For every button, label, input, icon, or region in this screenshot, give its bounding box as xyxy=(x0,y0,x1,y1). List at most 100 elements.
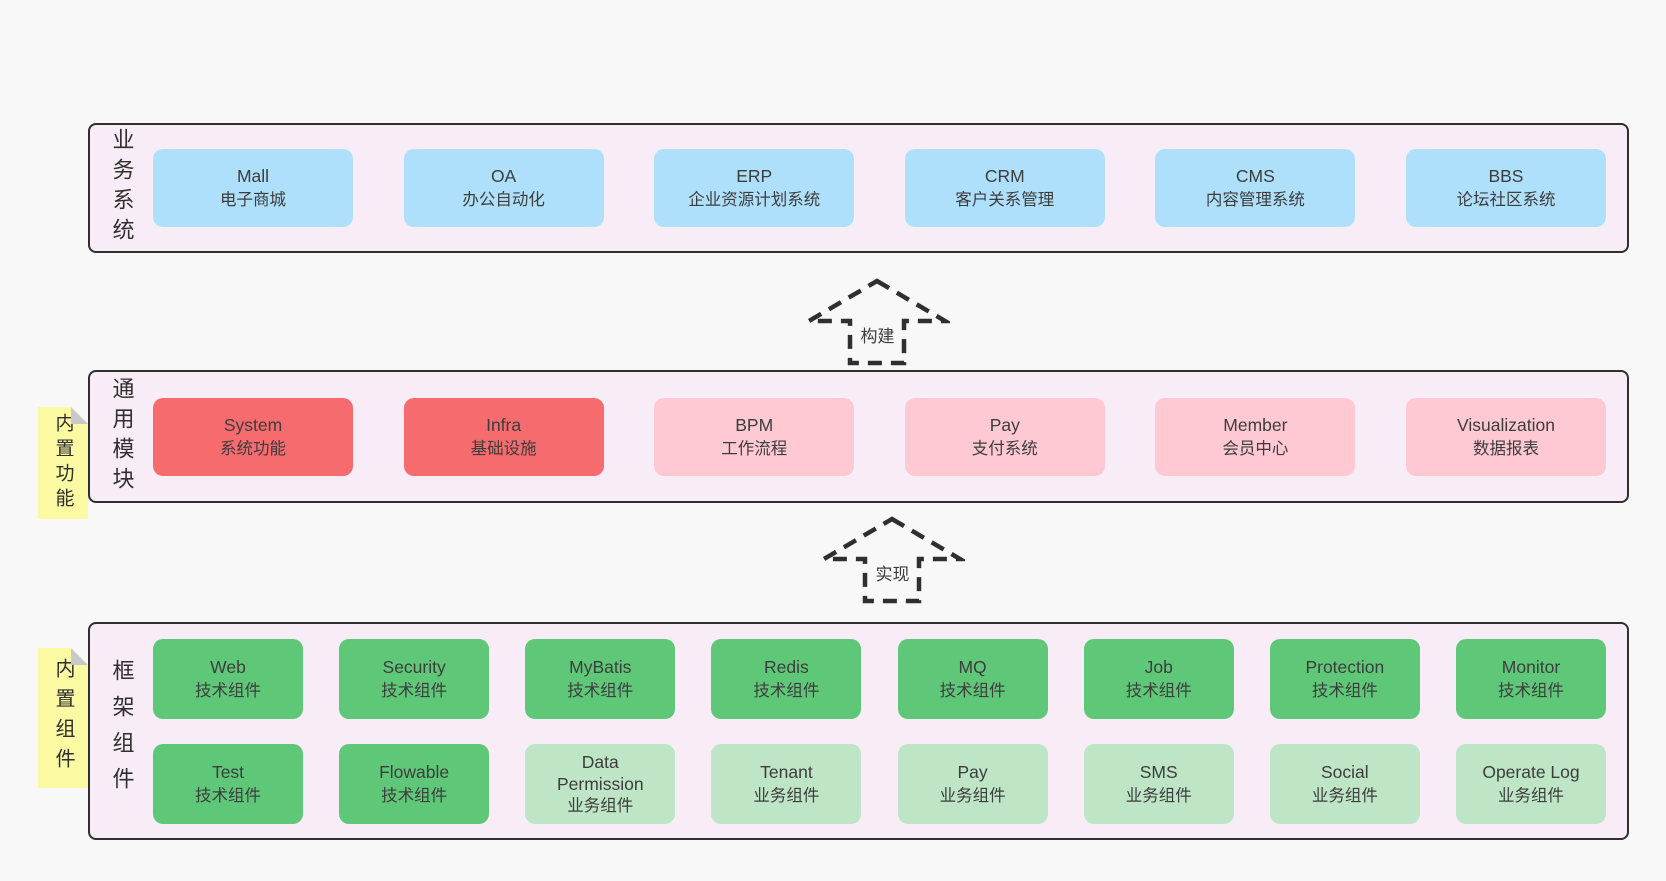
module-box-member: Member 会员中心 xyxy=(1155,397,1356,476)
module-box-pay: Pay 支付系统 xyxy=(904,397,1105,476)
section-title: 业务系统 xyxy=(109,128,135,248)
box-title: OA xyxy=(490,166,517,186)
box-title: Redis xyxy=(764,656,809,677)
box-title: Data Permission xyxy=(557,751,644,794)
section-content: Mall 电子商城 OA 办公自动化 ERP 企业资源计划系统 CRM 客户关系… xyxy=(153,125,1627,251)
box-row: System 系统功能 Infra 基础设施 BPM 工作流程 Pay 支付系统… xyxy=(153,397,1606,476)
box-subtitle: 技术组件 xyxy=(195,786,261,805)
system-box-cms: CMS 内容管理系统 xyxy=(1155,149,1356,227)
box-subtitle: 内容管理系统 xyxy=(1205,191,1305,209)
arrow-label: 构建 xyxy=(856,321,899,348)
component-box-web: Web 技术组件 xyxy=(153,638,303,719)
component-box-data-permission: Data Permission 业务组件 xyxy=(525,743,676,824)
note-tab-label: 内置功能 xyxy=(52,413,74,513)
box-title: MyBatis xyxy=(569,656,632,677)
system-box-crm: CRM 客户关系管理 xyxy=(904,149,1105,227)
section-label-col: 框架组件 xyxy=(90,624,153,838)
module-box-infra: Infra 基础设施 xyxy=(403,397,604,476)
box-subtitle: 业务组件 xyxy=(939,786,1006,805)
component-box-mq: MQ 技术组件 xyxy=(897,638,1048,719)
box-title: Visualization xyxy=(1457,414,1555,435)
box-subtitle: 技术组件 xyxy=(1497,681,1564,700)
arrow-label: 实现 xyxy=(871,559,914,586)
box-title: Tenant xyxy=(760,761,813,782)
component-box-mybatis: MyBatis 技术组件 xyxy=(525,638,676,719)
box-title: Pay xyxy=(957,761,988,782)
component-box-job: Job 技术组件 xyxy=(1083,638,1234,719)
box-title: CRM xyxy=(984,166,1025,186)
box-title: Web xyxy=(210,656,246,677)
box-subtitle: 业务组件 xyxy=(753,786,820,805)
component-box-sms: SMS 业务组件 xyxy=(1083,743,1234,824)
component-box-tenant: Tenant 业务组件 xyxy=(711,743,862,824)
box-title: Social xyxy=(1321,761,1369,782)
box-title: Operate Log xyxy=(1482,761,1580,782)
box-subtitle: 业务组件 xyxy=(1125,786,1192,805)
box-subtitle: 企业资源计划系统 xyxy=(688,191,821,209)
component-box-redis: Redis 技术组件 xyxy=(711,638,862,719)
section-content: System 系统功能 Infra 基础设施 BPM 工作流程 Pay 支付系统… xyxy=(153,372,1627,501)
component-box-operate-log: Operate Log 业务组件 xyxy=(1455,743,1606,824)
box-subtitle: 技术组件 xyxy=(195,681,261,700)
box-title: Pay xyxy=(989,414,1020,435)
box-subtitle: 会员中心 xyxy=(1222,439,1289,458)
box-title: BBS xyxy=(1488,166,1524,186)
module-box-bpm: BPM 工作流程 xyxy=(654,397,855,476)
component-box-protection: Protection 技术组件 xyxy=(1269,638,1420,719)
box-title: CMS xyxy=(1235,166,1275,186)
system-box-bbs: BBS 论坛社区系统 xyxy=(1405,149,1606,227)
box-title: Security xyxy=(382,656,446,677)
box-title: Protection xyxy=(1305,656,1385,677)
section-label-col: 通用模块 xyxy=(90,372,153,501)
box-subtitle: 电子商城 xyxy=(220,191,286,209)
box-title: Mall xyxy=(236,166,270,186)
box-title: BPM xyxy=(735,414,774,435)
box-subtitle: 业务组件 xyxy=(1311,786,1378,805)
section-label-col: 业务系统 xyxy=(90,125,153,251)
component-box-monitor: Monitor 技术组件 xyxy=(1455,638,1606,719)
box-title: Job xyxy=(1144,656,1173,677)
box-subtitle: 数据报表 xyxy=(1472,439,1539,458)
dashed-up-arrow-icon xyxy=(805,278,950,366)
box-subtitle: 业务组件 xyxy=(1497,786,1564,805)
box-subtitle: 业务组件 xyxy=(567,796,634,815)
section-common-modules: 通用模块 System 系统功能 Infra 基础设施 BPM 工作流程 Pay xyxy=(88,370,1629,503)
box-title: Test xyxy=(211,761,245,782)
box-title: ERP xyxy=(736,166,773,186)
component-box-flowable: Flowable 技术组件 xyxy=(339,743,490,824)
box-subtitle: 论坛社区系统 xyxy=(1456,191,1556,209)
box-row: Web 技术组件 Security 技术组件 MyBatis 技术组件 Redi… xyxy=(153,638,1606,719)
section-title: 框架组件 xyxy=(109,659,135,803)
box-title: Flowable xyxy=(379,761,450,782)
dashed-up-arrow-icon xyxy=(820,516,965,604)
box-subtitle: 系统功能 xyxy=(220,439,286,458)
box-row: Mall 电子商城 OA 办公自动化 ERP 企业资源计划系统 CRM 客户关系… xyxy=(153,149,1606,227)
implement-arrow: 实现 xyxy=(820,515,965,605)
component-box-security: Security 技术组件 xyxy=(339,638,490,719)
section-title: 通用模块 xyxy=(109,376,135,497)
component-box-pay: Pay 业务组件 xyxy=(897,743,1048,824)
box-subtitle: 技术组件 xyxy=(753,681,820,700)
box-subtitle: 技术组件 xyxy=(1311,681,1378,700)
box-title: System xyxy=(223,414,283,435)
box-subtitle: 技术组件 xyxy=(381,786,448,805)
module-box-system: System 系统功能 xyxy=(153,397,353,476)
note-tab-builtin-features: 内置功能 xyxy=(38,407,88,519)
system-box-oa: OA 办公自动化 xyxy=(403,149,604,227)
box-subtitle: 支付系统 xyxy=(971,439,1038,458)
box-title: SMS xyxy=(1139,761,1178,782)
note-tab-label: 内置组件 xyxy=(52,658,74,778)
section-content: Web 技术组件 Security 技术组件 MyBatis 技术组件 Redi… xyxy=(153,624,1627,838)
module-box-visualization: Visualization 数据报表 xyxy=(1405,397,1606,476)
build-arrow: 构建 xyxy=(805,277,950,367)
box-subtitle: 技术组件 xyxy=(567,681,634,700)
box-title: Member xyxy=(1223,414,1288,435)
box-subtitle: 办公自动化 xyxy=(462,191,545,209)
box-title: MQ xyxy=(958,656,987,677)
section-framework-components: 框架组件 Web 技术组件 Security 技术组件 MyBatis 技术组件… xyxy=(88,622,1629,840)
box-title: Infra xyxy=(486,414,522,435)
box-subtitle: 技术组件 xyxy=(939,681,1006,700)
system-box-mall: Mall 电子商城 xyxy=(153,149,353,227)
component-box-test: Test 技术组件 xyxy=(153,743,303,824)
